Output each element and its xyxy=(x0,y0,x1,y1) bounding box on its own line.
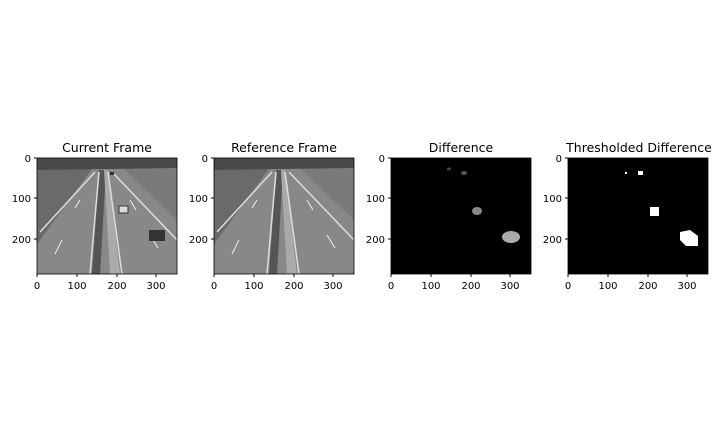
y-ticks: 0 100 200 xyxy=(543,154,568,246)
blob xyxy=(502,231,520,243)
y-tick-label: 100 xyxy=(543,194,562,205)
panel-title: Current Frame xyxy=(62,140,152,155)
x-tick-label: 100 xyxy=(421,281,440,292)
blob xyxy=(625,172,627,174)
x-tick-label: 200 xyxy=(284,281,303,292)
x-ticks: 0 100 200 300 xyxy=(211,274,343,292)
x-tick-label: 200 xyxy=(107,281,126,292)
y-tick-label: 200 xyxy=(189,235,208,246)
panel-current-frame: Current Frame 0 100 20 xyxy=(12,140,177,292)
x-tick-label: 300 xyxy=(677,281,696,292)
panel-title: Difference xyxy=(429,140,494,155)
y-tick-label: 0 xyxy=(202,154,208,165)
blob xyxy=(472,207,482,215)
x-tick-label: 100 xyxy=(598,281,617,292)
blob xyxy=(447,168,451,171)
y-tick-label: 100 xyxy=(189,194,208,205)
difference-image xyxy=(391,158,531,274)
x-tick-label: 100 xyxy=(67,281,86,292)
panel-difference: Difference 0 100 200 0 100 200 300 xyxy=(366,140,531,292)
car xyxy=(119,206,128,213)
highway-image xyxy=(37,158,177,274)
panel-reference-frame: Reference Frame 0 100 200 xyxy=(189,140,354,292)
y-ticks: 0 100 200 xyxy=(366,154,391,246)
car xyxy=(149,230,165,241)
x-tick-label: 0 xyxy=(34,281,40,292)
x-tick-label: 0 xyxy=(211,281,217,292)
x-tick-label: 0 xyxy=(388,281,394,292)
y-tick-label: 0 xyxy=(556,154,562,165)
blob xyxy=(650,207,659,216)
panel-title: Thresholded Difference xyxy=(565,140,712,155)
y-tick-label: 0 xyxy=(379,154,385,165)
panel-title: Reference Frame xyxy=(231,140,337,155)
y-ticks: 0 100 200 xyxy=(189,154,214,246)
panel-thresholded-difference: Thresholded Difference 0 100 200 0 100 2… xyxy=(543,140,712,292)
x-tick-label: 200 xyxy=(638,281,657,292)
y-ticks: 0 100 200 xyxy=(12,154,37,246)
mask-image xyxy=(568,158,708,274)
x-tick-label: 0 xyxy=(565,281,571,292)
y-tick-label: 200 xyxy=(366,235,385,246)
x-tick-label: 300 xyxy=(500,281,519,292)
y-tick-label: 100 xyxy=(12,194,31,205)
blob xyxy=(461,171,467,175)
x-tick-label: 300 xyxy=(323,281,342,292)
blob xyxy=(638,171,643,175)
x-tick-label: 100 xyxy=(244,281,263,292)
x-tick-label: 200 xyxy=(461,281,480,292)
highway-image xyxy=(214,158,354,274)
x-ticks: 0 100 200 300 xyxy=(565,274,697,292)
y-tick-label: 200 xyxy=(12,235,31,246)
x-ticks: 0 100 200 300 xyxy=(34,274,166,292)
x-tick-label: 300 xyxy=(146,281,165,292)
y-tick-label: 0 xyxy=(25,154,31,165)
x-ticks: 0 100 200 300 xyxy=(388,274,520,292)
car xyxy=(110,172,114,175)
y-tick-label: 200 xyxy=(543,235,562,246)
y-tick-label: 100 xyxy=(366,194,385,205)
